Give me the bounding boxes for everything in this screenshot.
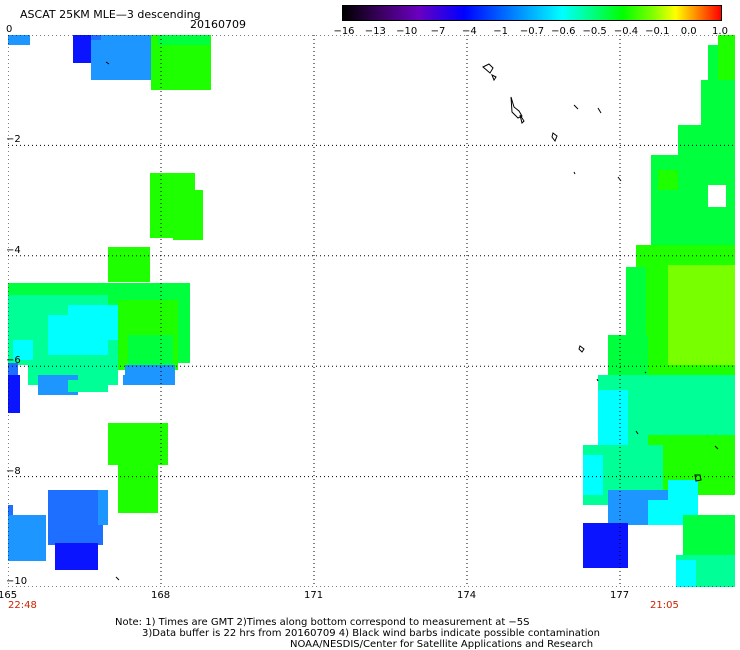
latitude-label: −8 [6, 465, 21, 477]
longitude-label: 177 [610, 590, 630, 601]
wind-cell [108, 423, 168, 465]
colorbar-tick-label: −0.6 [551, 26, 576, 37]
graticule [8, 35, 735, 587]
wind-cell [8, 35, 30, 45]
colorbar-tick-label: −10 [396, 26, 418, 37]
longitude-label: 165 [0, 590, 18, 601]
time-left: 22:48 [8, 600, 37, 611]
island-outline [597, 107, 602, 114]
wind-cell [708, 555, 735, 587]
longitude-label: 174 [457, 590, 477, 601]
island-outline [573, 171, 576, 175]
wind-cell [658, 170, 678, 190]
island-outline [596, 378, 599, 382]
map-title: ASCAT 25KM MLE—3 descending [20, 8, 201, 21]
island-outline [644, 371, 647, 374]
wind-cell [668, 480, 698, 510]
wind-cell [108, 247, 150, 282]
map-date: 20160709 [190, 18, 246, 31]
wind-cell [68, 380, 108, 392]
latitude-label: −6 [6, 355, 21, 367]
wind-cell [8, 505, 13, 515]
island-outline [694, 474, 702, 482]
wind-cell [73, 35, 91, 63]
colorbar-tick-label: −0.4 [613, 26, 639, 37]
swath-map [8, 35, 735, 587]
wind-cell [68, 305, 118, 340]
colorbar-tick-label: −16 [333, 26, 355, 37]
colorbar-tick-label: −13 [364, 26, 386, 37]
island-outline [482, 63, 494, 74]
wind-cell [583, 523, 628, 568]
island-outline [510, 96, 523, 119]
wind-cell [173, 190, 203, 240]
wind-cell [683, 515, 735, 555]
wind-cell [708, 185, 726, 207]
wind-cell [13, 340, 33, 360]
latitude-label: −4 [6, 244, 21, 256]
island-outline [551, 132, 558, 143]
island-outline [105, 61, 110, 65]
wind-cell [668, 265, 735, 365]
colorbar-tick-label: −7 [430, 26, 446, 37]
colorbar-tick-label: −0.5 [582, 26, 607, 37]
colorbar-tick-label: −0.7 [519, 26, 545, 37]
wind-cell [101, 35, 151, 45]
colorbar-tick-label: 0.0 [680, 26, 697, 37]
longitude-label: 171 [304, 590, 324, 601]
wind-cells [8, 35, 735, 587]
island-outline [573, 104, 579, 110]
wind-cell [58, 495, 98, 540]
wind-cell [123, 375, 175, 385]
wind-cell [598, 390, 628, 450]
wind-cell [583, 455, 603, 495]
colorbar-tick-label: −4 [461, 26, 477, 37]
colorbar-tick-label: −1 [493, 26, 509, 37]
island-outline [115, 576, 120, 581]
wind-cell [8, 363, 18, 375]
wind-cell [158, 35, 210, 45]
wind-cell [98, 490, 108, 525]
latitude-label: −10 [6, 576, 28, 587]
note-line-1: Note: 1) Times are GMT 2)Times along bot… [115, 617, 530, 628]
island-outline [578, 345, 585, 353]
wind-cell [55, 543, 98, 570]
island-outline [635, 430, 639, 435]
wind-cell [676, 560, 696, 587]
colorbar-tick-label: 1.0 [712, 26, 728, 37]
island-outlines [105, 61, 719, 581]
wind-cell [8, 515, 46, 561]
island-outline [714, 445, 719, 450]
latitude-label: −2 [6, 134, 21, 146]
note-line-3: NOAA/NESDIS/Center for Satellite Applica… [290, 639, 594, 650]
wind-cell [91, 40, 151, 80]
wind-cell [718, 35, 735, 85]
colorbar-tick-label: −0.1 [645, 26, 670, 37]
island-outline [491, 73, 497, 82]
latitude-label: 0 [6, 24, 13, 35]
colorbar [342, 5, 722, 21]
wind-cell [118, 465, 158, 513]
wind-cell [8, 375, 20, 413]
note-line-2: 3)Data buffer is 22 hrs from 20160709 4)… [142, 628, 600, 639]
longitude-label: 168 [151, 590, 171, 601]
island-outline [519, 114, 525, 124]
time-right: 21:05 [650, 600, 679, 611]
